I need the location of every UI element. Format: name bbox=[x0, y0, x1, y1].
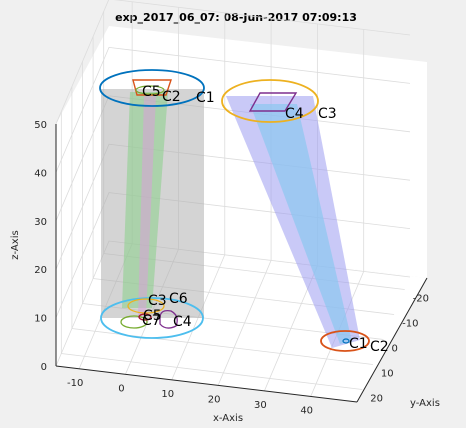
z-tick-label: 20 bbox=[34, 265, 47, 276]
shape-c4-bottom bbox=[159, 310, 178, 329]
y-tick-label: 20 bbox=[370, 394, 383, 405]
label-group2-bottom: C1 bbox=[349, 336, 368, 352]
label-group1-bottom: C6 bbox=[169, 291, 188, 307]
z-tick-label: 50 bbox=[34, 120, 47, 131]
y-tick-label: 0 bbox=[392, 344, 398, 355]
z-tick-label: 40 bbox=[34, 168, 47, 179]
y-axis-label: y-Axis bbox=[410, 398, 440, 409]
z-tick-label: 30 bbox=[34, 217, 47, 228]
shape-c4-top bbox=[248, 92, 298, 112]
z-grid-line bbox=[55, 46, 411, 173]
ellipse-group2-top bbox=[221, 79, 319, 123]
label-group2-top: C4 bbox=[285, 106, 304, 122]
z-axis-label: z-Axis bbox=[10, 230, 21, 259]
label-group1-top: C2 bbox=[162, 89, 181, 105]
x-tick-label: 20 bbox=[208, 394, 221, 405]
axis-lines bbox=[55, 124, 428, 403]
cone-group1-magenta bbox=[138, 96, 156, 316]
x-tick-label: 40 bbox=[300, 405, 313, 416]
label-group1-bottom: C3 bbox=[148, 293, 167, 309]
x-tick-label: 10 bbox=[161, 389, 174, 400]
ellipse-group1-bottom bbox=[100, 297, 204, 339]
tick-label-layer: -10 0 10 20 30 40 -20 -10 0 10 20 0 10 20 30 40 50 bbox=[34, 120, 429, 416]
label-group1-bottom: C4 bbox=[173, 314, 192, 330]
z-grid-line bbox=[55, 0, 411, 125]
y-axis-line bbox=[356, 277, 428, 403]
label-group1-bottom: C7 bbox=[142, 313, 161, 329]
x-axis-line bbox=[55, 365, 358, 403]
ellipse-group2-bottom bbox=[320, 330, 370, 352]
label-group2-bottom: C2 bbox=[370, 339, 389, 355]
label-group2-top: C3 bbox=[318, 106, 337, 122]
cone-group2-inner bbox=[250, 104, 352, 344]
label-group1-bottom: C5 bbox=[143, 308, 162, 324]
ellipse-group1-top bbox=[99, 69, 205, 107]
shape-c3-bottom bbox=[127, 298, 165, 314]
shape-c1-bottom bbox=[342, 338, 350, 344]
y-tick-label: -10 bbox=[402, 319, 418, 330]
label-group1-top: C1 bbox=[196, 90, 215, 106]
x-axis-label: x-Axis bbox=[213, 413, 243, 424]
y-tick-label: -20 bbox=[413, 294, 429, 305]
x-tick-label: -10 bbox=[67, 378, 83, 389]
shape-c5-top bbox=[135, 85, 165, 95]
y-tick-label: 10 bbox=[381, 369, 394, 380]
chart-title: exp_2017_06_07: 08-Jun-2017 07:09:13 bbox=[115, 11, 357, 24]
shape-c5-bottom bbox=[138, 313, 152, 321]
x-tick-label: 0 bbox=[118, 383, 124, 394]
x-tick-label: 30 bbox=[254, 400, 267, 411]
cone-layer bbox=[101, 89, 360, 348]
z-tick-label: 0 bbox=[41, 362, 47, 373]
z-tick-label: 10 bbox=[34, 314, 47, 325]
shape-c7-bottom bbox=[120, 315, 148, 329]
label-group1-top: C5 bbox=[142, 84, 161, 100]
